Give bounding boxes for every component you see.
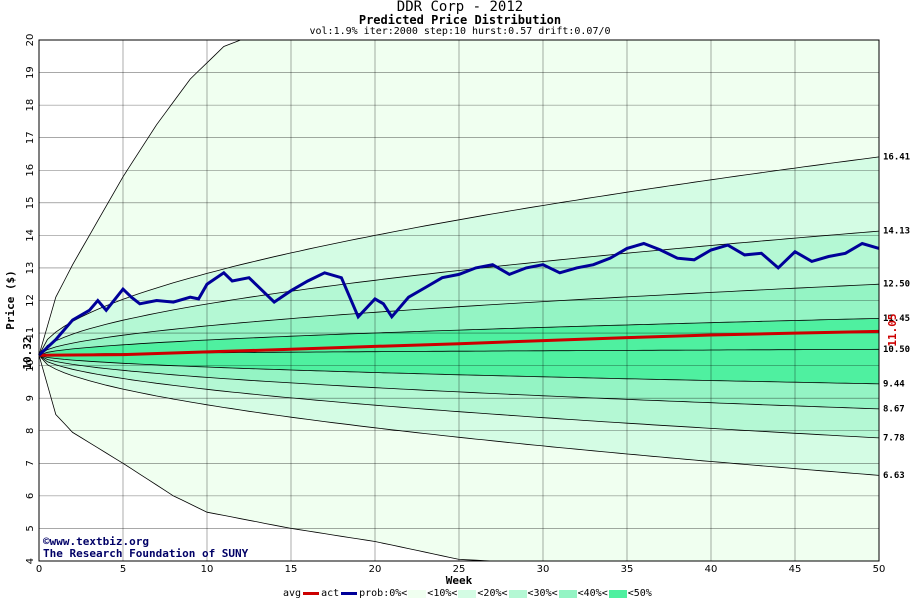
percentile-line [38,354,880,410]
x-tick-label: 30 [537,564,550,575]
credit-website: ©www.textbiz.org [43,535,149,548]
legend-avg-label: avg [283,588,302,599]
y-tick-label: 17 [25,131,36,144]
percentile-line [38,354,880,385]
chart-params: vol:1.9% iter:2000 step:10 hurst:0.57 dr… [309,26,611,37]
y-tick-label: 5 [25,525,36,531]
y-tick-label: 7 [25,460,36,466]
percentile-end-label: 16.41 [883,152,910,162]
x-tick-label: 5 [120,564,126,575]
x-tick-label: 10 [201,564,214,575]
start-price-label: 10.32 [21,336,34,369]
percentile-line [38,318,880,356]
legend-act-swatch [341,592,358,595]
legend-p30-label: <30%< [527,588,558,599]
credit-organization: The Research Foundation of SUNY [43,547,249,560]
x-tick-label: 0 [36,564,42,575]
y-tick-label: 14 [25,229,36,242]
y-tick-label: 20 [25,34,36,47]
y-tick-label: 9 [25,395,36,401]
percentile-end-labels: 16.41 14.13 12.50 11.45 10.50 9.44 8.67 7.78 6.6… [883,152,910,480]
x-tick-label: 45 [789,564,802,575]
percentile-line [38,354,880,476]
y-tick-label: 4 [25,558,36,564]
chart-subtitle: Predicted Price Distribution [358,13,562,27]
percentile-end-label: 10.50 [883,345,910,355]
legend-p50-label: <50% [627,588,652,599]
legend-avg-swatch [303,592,320,595]
percentile-end-label: 6.63 [883,471,905,481]
y-tick-label: 16 [25,164,36,177]
avg-line [38,329,880,357]
x-tick-label: 50 [873,564,886,575]
legend-p10-label: <10%< [427,588,458,599]
chart-title: DDR Corp - 2012 [396,0,524,15]
legend-p40-label: <40%< [577,588,608,599]
y-tick-label: 15 [25,196,36,209]
x-tick-label: 40 [705,564,718,575]
legend-band-20-swatch [458,589,477,598]
plot-frame [38,39,880,562]
legend: avg act prob:0%< <10%< <20%< <30%< <40%< <50% [283,588,652,600]
x-axis-label: Week [446,574,473,587]
y-tick-label: 19 [25,66,36,79]
end-avg-label: 11.05 [886,313,899,346]
y-tick-label: 13 [25,262,36,275]
percentile-end-label: 11.45 [883,314,910,324]
x-tick-labels: 0 5 10 15 20 25 30 35 40 45 50 [36,564,886,575]
y-tick-label: 11 [25,327,36,340]
percentile-line [38,230,880,356]
y-tick-label: 18 [25,99,36,112]
x-tick-label: 35 [621,564,634,575]
percentile-end-label: 14.13 [883,227,910,237]
percentile-end-label: 7.78 [883,433,905,443]
percentile-line [38,156,880,356]
percentile-line [38,354,880,439]
percentile-end-label: 8.67 [883,404,905,414]
act-line [37,241,880,357]
y-tick-label: 8 [25,428,36,434]
legend-band-10-swatch [408,589,427,598]
y-axis-label: Price ($) [4,270,17,330]
x-tick-label: 25 [453,564,466,575]
percentile-line [38,283,880,356]
x-tick-label: 20 [369,564,382,575]
y-tick-label: 12 [25,294,36,307]
y-tick-labels: 4 5 6 7 8 9 10 11 12 13 14 15 16 17 18 19 20 [25,34,36,565]
y-tick-label: 6 [25,493,36,499]
legend-act-label: act [321,588,340,599]
legend-band-30-swatch [508,589,527,598]
legend-band-40-swatch [558,589,577,598]
percentile-end-label: 12.50 [883,280,910,290]
percentile-end-label: 9.44 [883,379,905,389]
x-tick-label: 15 [285,564,298,575]
y-tick-label: 10 [25,359,36,372]
legend-prob0-label: prob:0%< [359,588,408,599]
legend-band-50-swatch [608,589,627,598]
legend-p20-label: <20%< [477,588,508,599]
